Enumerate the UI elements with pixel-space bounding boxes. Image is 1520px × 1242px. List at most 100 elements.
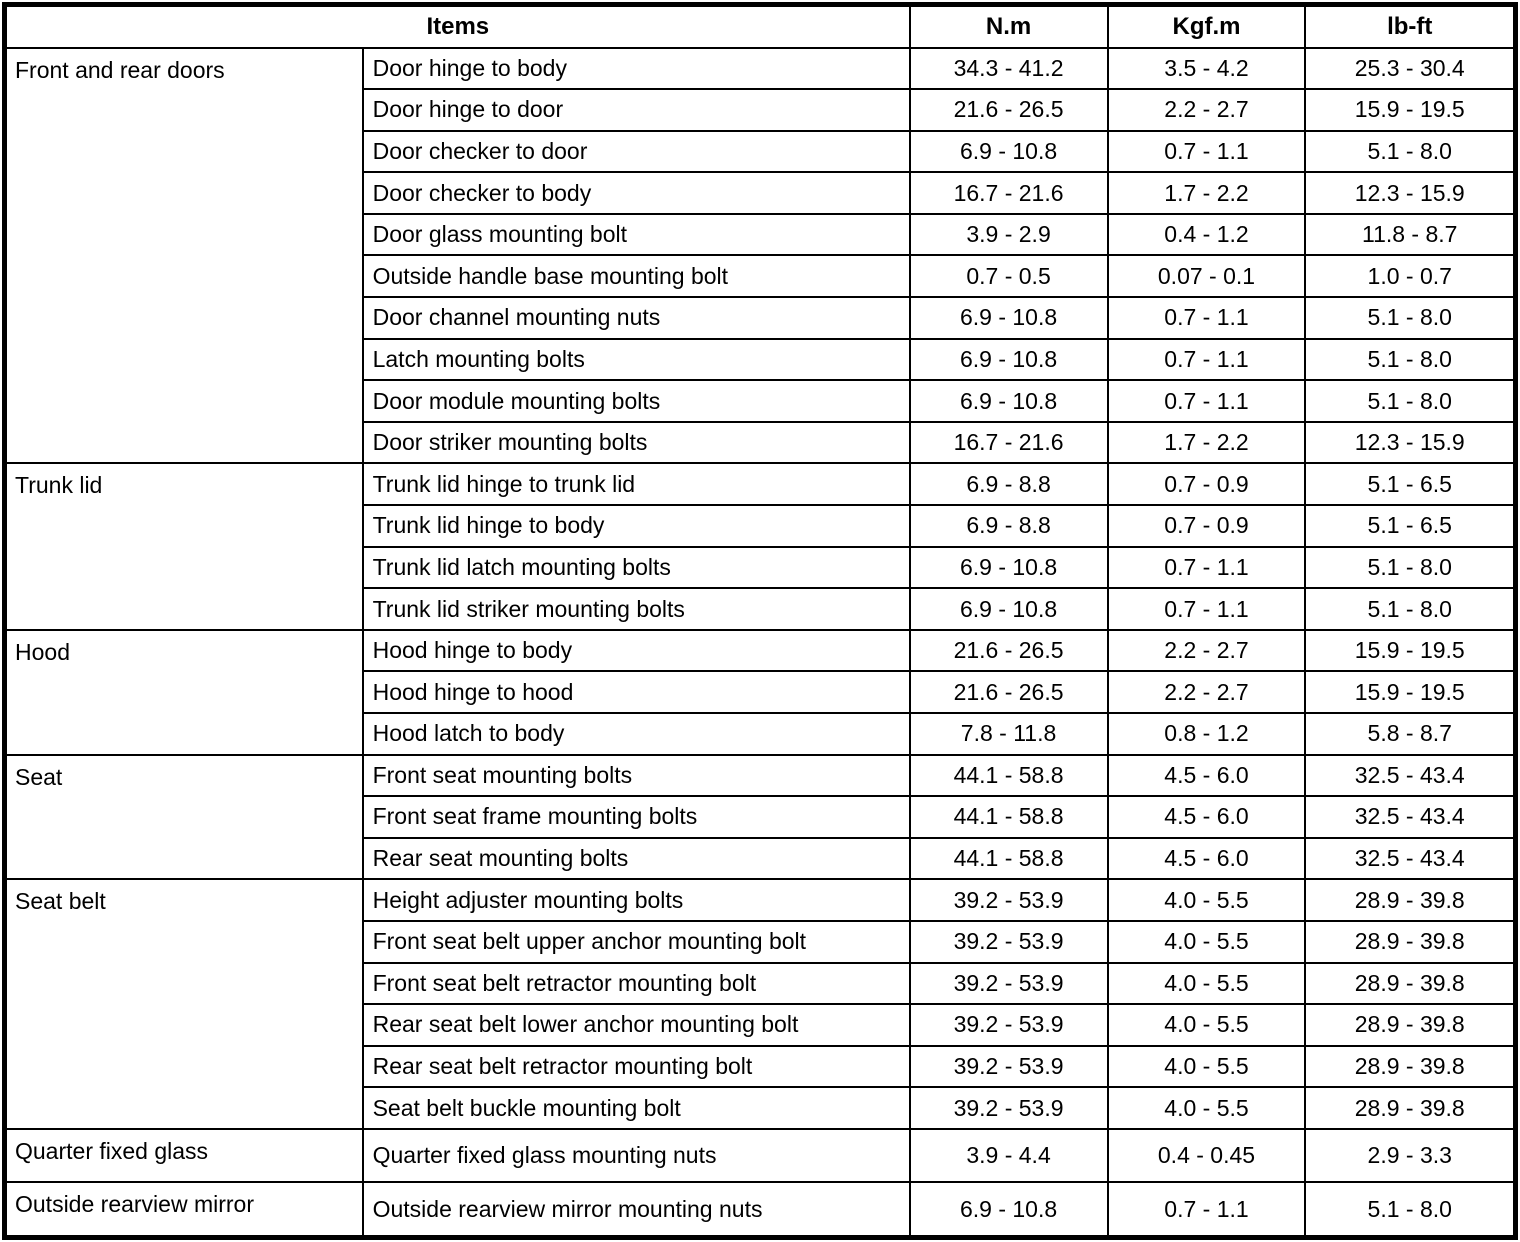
nm-value-cell: 6.9 - 10.8 <box>908 379 1109 423</box>
lbft-value-cell: 5.8 - 8.7 <box>1304 712 1517 756</box>
lbft-value-cell: 12.3 - 15.9 <box>1304 171 1517 215</box>
nm-value-cell: 44.1 - 58.8 <box>908 836 1109 881</box>
kgfm-value-cell: 4.5 - 6.0 <box>1106 836 1307 881</box>
kgfm-value-cell: 4.0 - 5.5 <box>1106 919 1307 964</box>
nm-value-cell: 16.7 - 21.6 <box>908 420 1109 465</box>
item-cell: Front seat belt retractor mounting bolt <box>361 961 911 1006</box>
table-row: Outside rearview mirror Outside rearview … <box>3 1181 1517 1239</box>
table-row: Door glass mounting bolt 3.9 - 2.9 0.4 - 1… <box>5 212 1517 257</box>
lbft-column-header: lb-ft <box>1304 3 1517 49</box>
kgfm-value-cell: 4.5 - 6.0 <box>1106 795 1307 839</box>
nm-value-cell: 16.7 - 21.6 <box>908 171 1109 215</box>
category-cell: Outside rearview mirror <box>3 1181 364 1239</box>
item-cell: Door hinge to body <box>361 46 911 91</box>
kgfm-value-cell: 1.7 - 2.2 <box>1106 420 1307 465</box>
nm-value-cell: 6.9 - 10.8 <box>908 545 1109 590</box>
item-cell: Height adjuster mounting bolts <box>361 878 911 922</box>
table-row: Front seat frame mounting bolts 44.1 - 58… <box>5 795 1517 839</box>
table-row: Outside handle base mounting bolt 0.7 - 0… <box>5 254 1517 299</box>
lbft-value-cell: 28.9 - 39.8 <box>1304 1086 1517 1130</box>
nm-value-cell: 3.9 - 2.9 <box>908 212 1109 257</box>
nm-value-cell: 6.9 - 10.8 <box>908 1181 1109 1239</box>
items-column-header: Items <box>3 3 911 49</box>
nm-value-cell: 6.9 - 10.8 <box>908 129 1109 174</box>
kgfm-value-cell: 0.7 - 1.1 <box>1106 296 1307 340</box>
nm-value-cell: 39.2 - 53.9 <box>908 1086 1109 1130</box>
category-cell: Quarter fixed glass <box>3 1127 364 1184</box>
lbft-value-cell: 28.9 - 39.8 <box>1304 1003 1517 1047</box>
nm-value-cell: 3.9 - 4.4 <box>908 1127 1109 1184</box>
kgfm-value-cell: 1.7 - 2.2 <box>1106 171 1307 215</box>
kgfm-value-cell: 4.0 - 5.5 <box>1106 878 1307 922</box>
kgfm-value-cell: 4.0 - 5.5 <box>1106 1003 1307 1047</box>
item-cell: Latch mounting bolts <box>361 337 911 382</box>
table-row: Door striker mounting bolts 16.7 - 21.6 1.… <box>5 420 1517 465</box>
item-cell: Hood hinge to hood <box>361 670 911 714</box>
category-cell: Hood <box>3 628 364 756</box>
lbft-value-cell: 28.9 - 39.8 <box>1304 919 1517 964</box>
item-cell: Door checker to door <box>361 129 911 174</box>
item-cell: Trunk lid striker mounting bolts <box>361 587 911 631</box>
item-cell: Trunk lid hinge to body <box>361 504 911 548</box>
lbft-value-cell: 5.1 - 8.0 <box>1304 587 1517 631</box>
item-cell: Door checker to body <box>361 171 911 215</box>
lbft-value-cell: 12.3 - 15.9 <box>1304 420 1517 465</box>
kgfm-value-cell: 2.2 - 2.7 <box>1106 628 1307 673</box>
nm-value-cell: 7.8 - 11.8 <box>908 712 1109 756</box>
item-cell: Door hinge to door <box>361 88 911 132</box>
kgfm-value-cell: 0.7 - 1.1 <box>1106 379 1307 423</box>
lbft-value-cell: 5.1 - 8.0 <box>1304 296 1517 340</box>
table-row: Hood hinge to hood 21.6 - 26.5 2.2 - 2.7 15… <box>5 670 1517 714</box>
nm-value-cell: 34.3 - 41.2 <box>908 46 1109 91</box>
nm-value-cell: 21.6 - 26.5 <box>908 628 1109 673</box>
kgfm-value-cell: 0.7 - 1.1 <box>1106 545 1307 590</box>
table-row: Trunk lid striker mounting bolts 6.9 - 10… <box>5 587 1517 631</box>
item-cell: Hood hinge to body <box>361 628 911 673</box>
kgfm-value-cell: 0.7 - 1.1 <box>1106 129 1307 174</box>
kgfm-value-cell: 4.0 - 5.5 <box>1106 1044 1307 1089</box>
table-row: Front seat belt retractor mounting bolt 3… <box>5 961 1517 1006</box>
kgfm-value-cell: 4.5 - 6.0 <box>1106 753 1307 798</box>
kgfm-column-header: Kgf.m <box>1106 3 1307 49</box>
table-row: Rear seat belt retractor mounting bolt 39… <box>5 1044 1517 1089</box>
item-cell: Front seat frame mounting bolts <box>361 795 911 839</box>
table-row: Front and rear doors Door hinge to body 34… <box>3 46 1517 465</box>
table-body: Front and rear doors Door hinge to body 34… <box>3 46 1517 1239</box>
category-cell: Seat belt <box>3 878 364 1130</box>
item-cell: Hood latch to body <box>361 712 911 756</box>
table-row: Door checker to body 16.7 - 21.6 1.7 - 2.2… <box>5 171 1517 215</box>
category-cell: Front and rear doors <box>3 46 364 465</box>
kgfm-value-cell: 0.7 - 0.9 <box>1106 462 1307 507</box>
nm-value-cell: 6.9 - 10.8 <box>908 587 1109 631</box>
kgfm-value-cell: 2.2 - 2.7 <box>1106 670 1307 714</box>
lbft-value-cell: 5.1 - 6.5 <box>1304 462 1517 507</box>
nm-value-cell: 39.2 - 53.9 <box>908 961 1109 1006</box>
lbft-value-cell: 11.8 - 8.7 <box>1304 212 1517 257</box>
table-row: Door channel mounting nuts 6.9 - 10.8 0.7 … <box>5 296 1517 340</box>
item-cell: Door module mounting bolts <box>361 379 911 423</box>
kgfm-value-cell: 4.0 - 5.5 <box>1106 961 1307 1006</box>
item-cell: Rear seat mounting bolts <box>361 836 911 881</box>
kgfm-value-cell: 0.7 - 1.1 <box>1106 587 1307 631</box>
item-cell: Trunk lid hinge to trunk lid <box>361 462 911 507</box>
lbft-value-cell: 15.9 - 19.5 <box>1304 628 1517 673</box>
item-cell: Quarter fixed glass mounting nuts <box>361 1127 911 1184</box>
lbft-value-cell: 28.9 - 39.8 <box>1304 1044 1517 1089</box>
lbft-value-cell: 15.9 - 19.5 <box>1304 88 1517 132</box>
table-row: Trunk lid latch mounting bolts 6.9 - 10.8… <box>5 545 1517 590</box>
lbft-value-cell: 25.3 - 30.4 <box>1304 46 1517 91</box>
lbft-value-cell: 1.0 - 0.7 <box>1304 254 1517 299</box>
nm-value-cell: 21.6 - 26.5 <box>908 670 1109 714</box>
item-cell: Outside handle base mounting bolt <box>361 254 911 299</box>
lbft-value-cell: 5.1 - 8.0 <box>1304 379 1517 423</box>
table-row: Rear seat mounting bolts 44.1 - 58.8 4.5 -… <box>5 836 1517 881</box>
nm-value-cell: 39.2 - 53.9 <box>908 878 1109 922</box>
table-row: Door checker to door 6.9 - 10.8 0.7 - 1.1 5… <box>5 129 1517 174</box>
lbft-value-cell: 5.1 - 8.0 <box>1304 129 1517 174</box>
table-row: Door module mounting bolts 6.9 - 10.8 0.7 … <box>5 379 1517 423</box>
kgfm-value-cell: 0.4 - 0.45 <box>1106 1127 1307 1184</box>
lbft-value-cell: 32.5 - 43.4 <box>1304 836 1517 881</box>
table-row: Seat belt buckle mounting bolt 39.2 - 53.… <box>5 1086 1517 1130</box>
header-row: Items N.m Kgf.m lb-ft <box>3 3 1517 49</box>
